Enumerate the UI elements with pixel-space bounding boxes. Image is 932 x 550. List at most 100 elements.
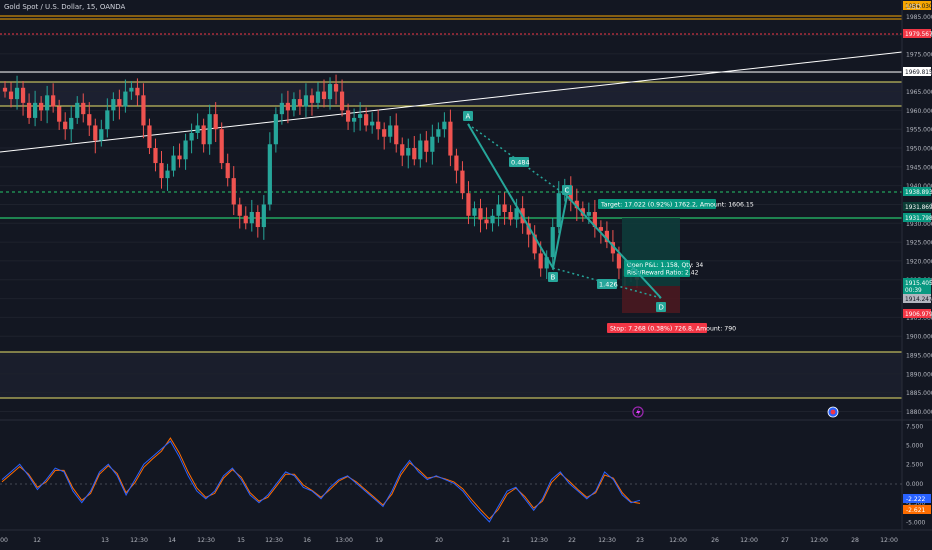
time-tick-label: 16 xyxy=(303,537,311,544)
candle-body xyxy=(273,114,278,145)
candle-body xyxy=(502,204,507,212)
price-badge-label: 1969.815 xyxy=(905,70,932,76)
point-a-label: A xyxy=(466,113,471,121)
price-badge-box xyxy=(903,1,931,10)
candle-body xyxy=(135,87,140,96)
price-tick-label: 1890.000 xyxy=(906,371,932,378)
candle-body xyxy=(45,95,50,111)
candle-body xyxy=(586,212,591,216)
candle-body xyxy=(207,114,212,145)
price-tick-label: 1920.000 xyxy=(906,258,932,265)
stop-label-box xyxy=(607,323,707,333)
candle-body xyxy=(243,215,248,224)
point-d-box xyxy=(656,302,666,312)
time-axis[interactable]: 00 12 13 12:30 14 12:30 15 12:30 16 13:00 19 20 21 12… xyxy=(0,529,932,544)
candle-body xyxy=(177,155,182,160)
candle-body xyxy=(358,114,363,118)
candle-body xyxy=(309,95,315,103)
price-badge-label: 1914.247 xyxy=(905,297,932,303)
candle-body xyxy=(610,242,616,254)
candle-body xyxy=(472,208,477,216)
candle-body xyxy=(297,99,303,107)
candle-body xyxy=(496,204,501,216)
price-grid xyxy=(0,15,902,412)
candle-body xyxy=(51,95,56,107)
candle-body xyxy=(201,125,206,145)
time-tick-label: 12:00 xyxy=(740,537,758,544)
time-tick-label: 12:00 xyxy=(880,537,898,544)
time-tick-label: 00 xyxy=(0,537,8,544)
candle-body xyxy=(544,257,549,269)
candle-body xyxy=(141,95,146,126)
candle-body xyxy=(394,125,399,145)
price-badge-box xyxy=(903,202,931,211)
oscillator-tick-label: -2.500 xyxy=(906,500,926,507)
candle-body xyxy=(616,253,622,269)
candle-body xyxy=(32,102,38,118)
time-tick-label: 14 xyxy=(168,537,176,544)
time-tick-label: 13:00 xyxy=(335,537,353,544)
candle-body xyxy=(532,234,537,254)
oscillator-pane xyxy=(1,437,641,523)
candle-body xyxy=(75,102,80,118)
price-tick-label: 1975.000 xyxy=(906,51,932,58)
candle-body xyxy=(183,140,188,160)
point-b-label: B xyxy=(551,274,556,282)
candle-body xyxy=(261,204,266,228)
price-badge-box xyxy=(903,187,931,196)
abcd-pattern[interactable]: A B C D 0.484 1.426 xyxy=(463,111,666,312)
candle-body xyxy=(508,212,513,220)
pattern-legs[interactable] xyxy=(467,123,662,299)
currency-label[interactable]: USD xyxy=(906,3,921,11)
candle-body xyxy=(418,140,423,160)
candle-body xyxy=(171,155,176,171)
price-badge-label: 1979.567 xyxy=(905,32,932,38)
price-tick-label: 1880.000 xyxy=(906,409,932,416)
lightning-glyph xyxy=(636,408,641,417)
candle-body xyxy=(604,230,610,243)
candle-body xyxy=(99,129,104,141)
candle-body xyxy=(225,163,230,179)
time-tick-label: 13 xyxy=(101,537,109,544)
point-a-box xyxy=(463,111,473,121)
time-tick-label: 12 xyxy=(33,537,41,544)
candle-body xyxy=(484,219,489,224)
price-badge-box xyxy=(903,309,931,318)
candle-body xyxy=(327,84,333,100)
candle-body xyxy=(249,212,254,224)
price-badge-label: 1931.798 xyxy=(905,216,932,222)
oscillator-orange-line xyxy=(1,437,641,520)
long-position-tool[interactable]: Target: 17.022 (0.92%) 1762.2, Amount: 1… xyxy=(598,199,754,333)
price-badge-label: 1915.405 xyxy=(905,281,932,287)
time-tick-label: 26 xyxy=(711,537,719,544)
flag-event-dot xyxy=(830,409,836,415)
candle-body xyxy=(123,91,128,107)
oscillator-tick-label: 5.000 xyxy=(906,443,923,450)
time-tick-label: 12:30 xyxy=(598,537,616,544)
candle-body xyxy=(430,136,435,152)
candle-body xyxy=(526,223,531,235)
candle-body xyxy=(165,170,170,179)
time-tick-label: 23 xyxy=(636,537,644,544)
time-tick-label: 12:30 xyxy=(530,537,548,544)
candle-body xyxy=(448,121,453,156)
candle-body xyxy=(598,227,603,231)
candle-body xyxy=(550,227,555,258)
point-d-label: D xyxy=(659,304,664,312)
open-pl-label: Open P&L: 1.158, Qty: 34 xyxy=(627,262,703,269)
candle-body xyxy=(538,253,543,269)
time-tick-label: 12:30 xyxy=(265,537,283,544)
symbol-title[interactable]: Gold Spot / U.S. Dollar, 15, OANDA xyxy=(4,3,126,11)
oscillator-tick-label: 0.000 xyxy=(906,481,923,488)
oscillator-blue-line xyxy=(1,440,641,523)
time-tick-label: 27 xyxy=(781,537,789,544)
candle-body xyxy=(466,193,471,216)
oscillator-badge-label: -2.621 xyxy=(906,507,926,514)
price-tick-label: 1905.000 xyxy=(906,315,932,322)
candle-body xyxy=(57,106,62,122)
stop-label: Stop: 7.268 (0.38%) 726.8, Amount: 790 xyxy=(610,326,736,333)
candle-body xyxy=(63,121,68,130)
candle-body xyxy=(376,121,381,130)
candle-body xyxy=(291,99,297,111)
